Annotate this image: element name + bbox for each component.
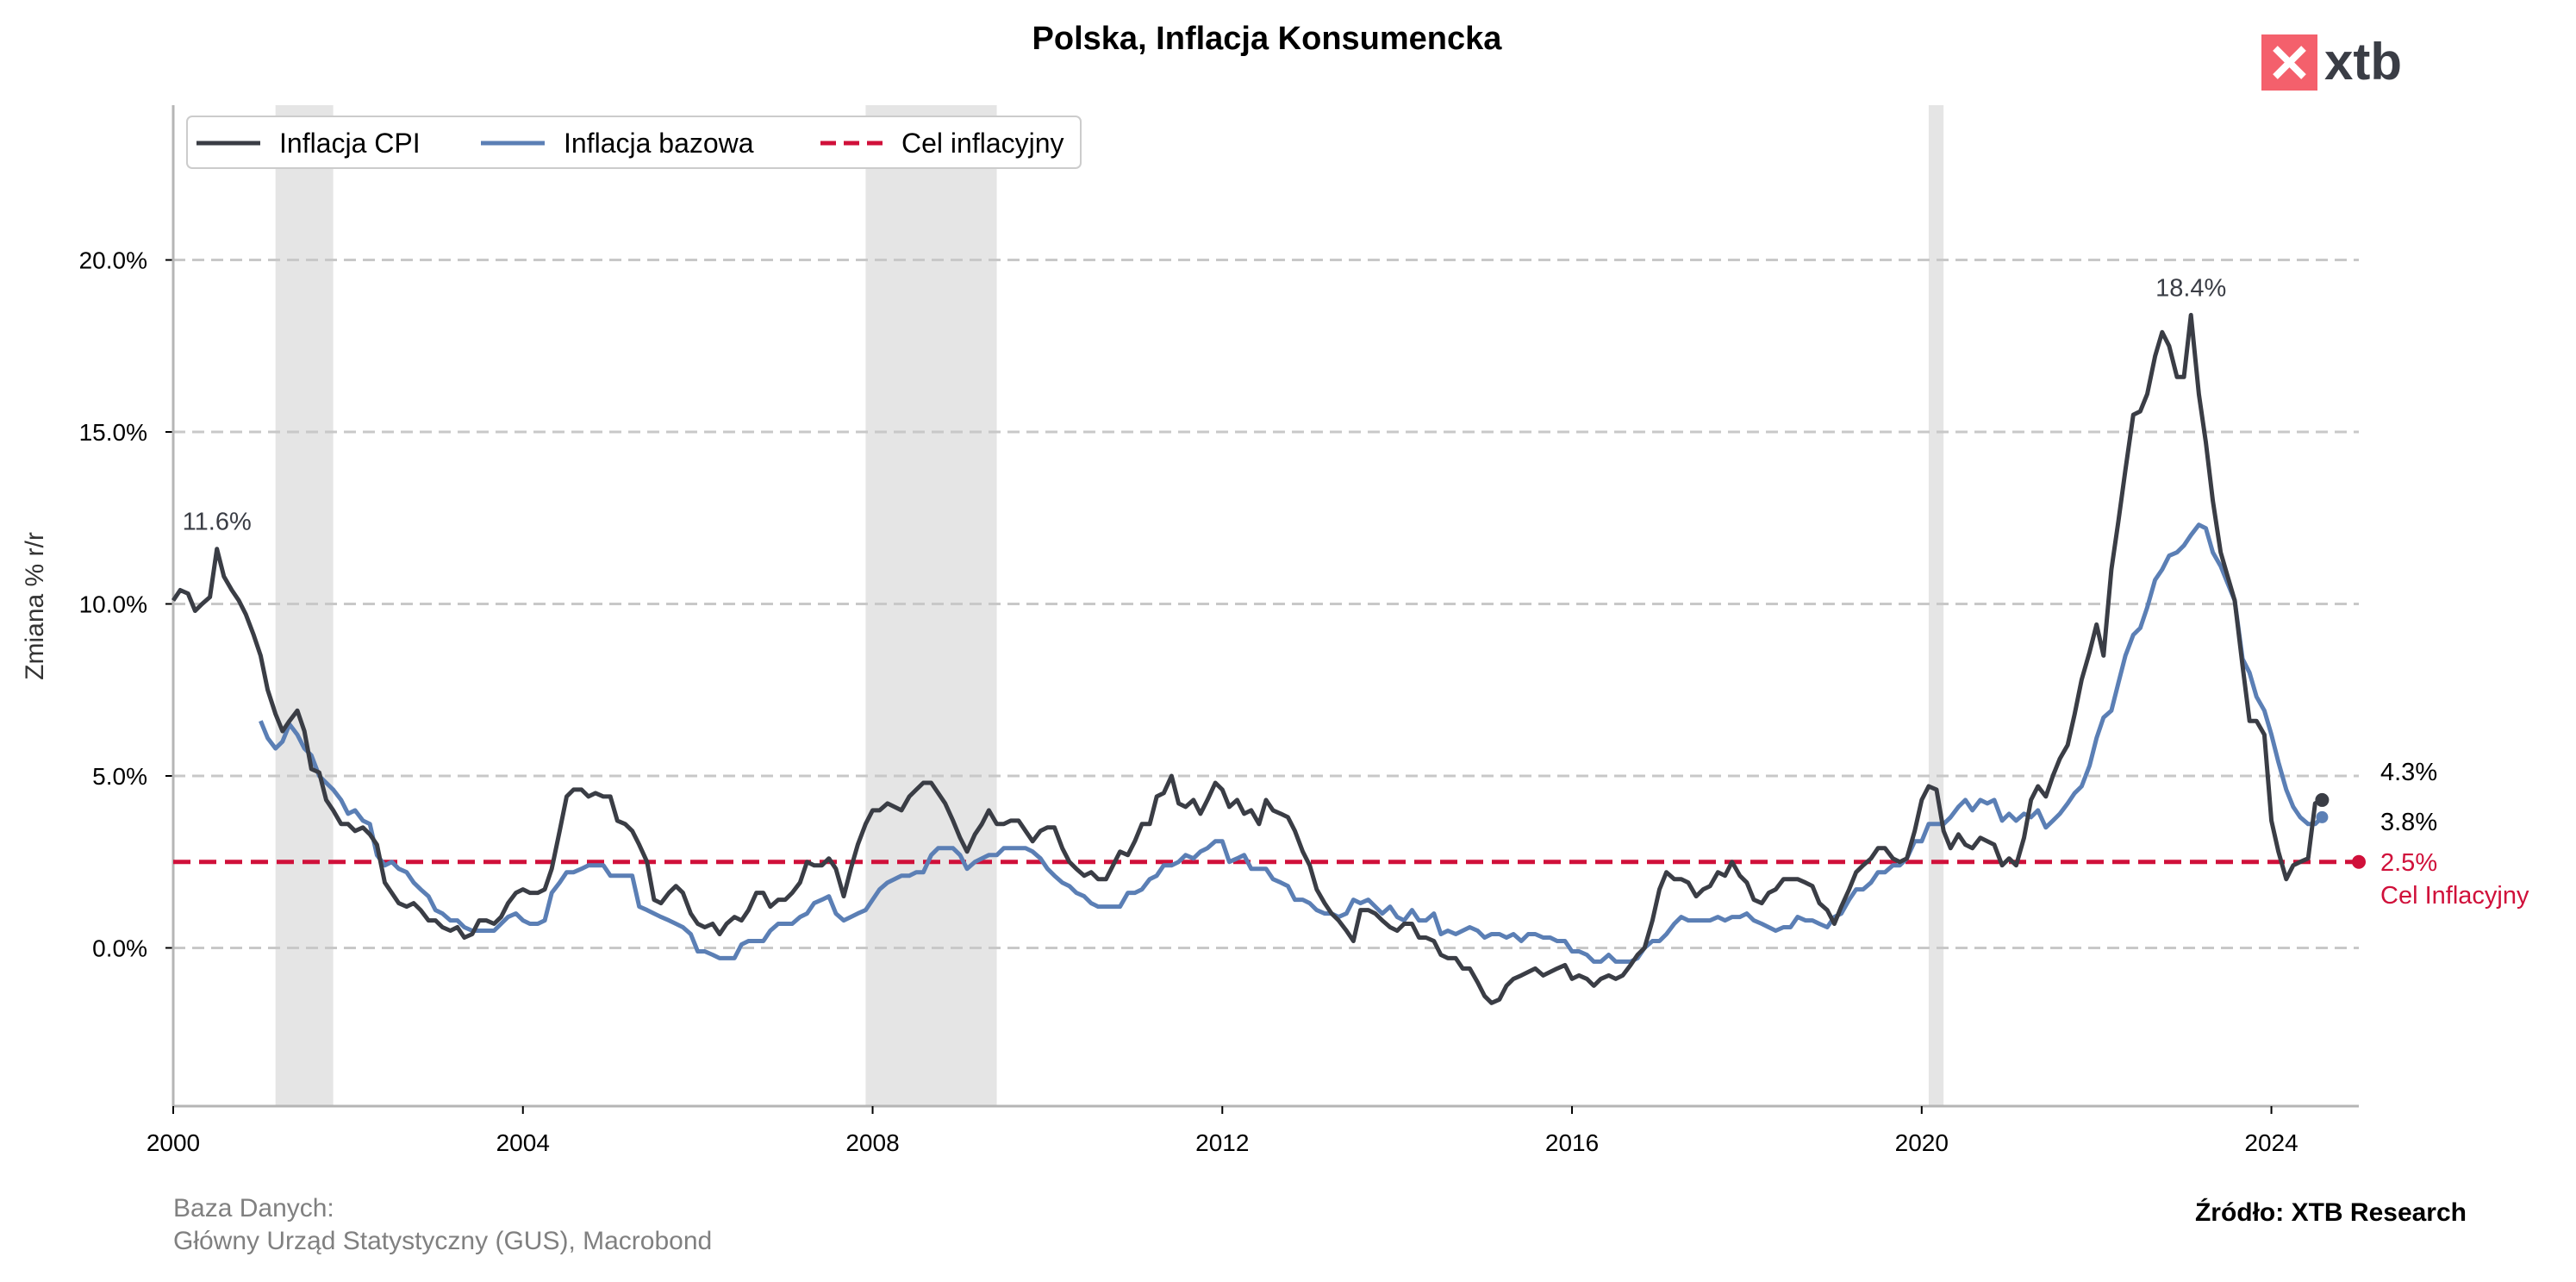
annotation-label-0: 11.6% [183,509,252,536]
legend-label-cpi: Inflacja CPI [279,128,421,159]
brand-x-icon [2273,46,2306,79]
source-text: Główny Urząd Statystyczny (GUS), Macrobo… [173,1227,712,1255]
x-tick-label: 2000 [147,1129,200,1156]
x-tick-label: 2012 [1195,1129,1249,1156]
x-tick-label: 2008 [845,1129,899,1156]
end-label-cpi: 4.3% [2380,759,2437,786]
end-labels: 4.3% 3.8% 2.5% Cel Inflacyjny [2380,759,2529,910]
credit: Źródło: XTB Research [2195,1198,2467,1227]
x-tick-label: 2016 [1545,1129,1599,1156]
target-name-label: Cel Inflacyjny [2380,882,2529,910]
y-tick-label: 20.0% [79,247,147,274]
x-tick-label: 2020 [1895,1129,1949,1156]
recession-bands [275,105,1944,1106]
y-tick-label: 10.0% [79,591,147,618]
brand-logo: xtb [2261,33,2402,91]
end-marker-cpi [2315,792,2330,807]
annotation-label-1: 18.4% [2155,274,2226,302]
y-tick-label: 5.0% [92,763,147,790]
chart-title: Polska, Inflacja Konsumencka [1032,21,1503,57]
series-line-core [259,522,2324,964]
source-title: Baza Danych: [173,1194,334,1223]
axes [165,105,2359,1114]
footer: Baza Danych: Główny Urząd Statystyczny (… [173,1194,2467,1255]
x-tick-labels: 2000 2004 2008 2012 2016 2020 2024 [147,1129,2298,1156]
recession-band-0 [275,105,334,1106]
y-tick-label: 15.0% [79,419,147,446]
brand-name: xtb [2324,33,2402,91]
grid-lines [173,259,2359,949]
legend-label-target: Cel inflacyjny [901,128,1064,159]
end-marker-core [2316,810,2329,823]
end-label-core: 3.8% [2380,809,2437,836]
y-tick-labels: 0.0% 5.0% 10.0% 15.0% 20.0% [79,247,147,962]
end-markers [2315,792,2366,869]
target-value-label: 2.5% [2380,849,2437,877]
x-tick-label: 2004 [496,1129,550,1156]
series-line-cpi [171,312,2323,1005]
legend: Inflacja CPI Inflacja bazowa Cel inflacy… [186,116,1082,169]
recession-band-2 [1928,105,1944,1106]
legend-label-core: Inflacja bazowa [564,128,754,159]
annotations: 11.6% 18.4% [183,274,2227,535]
y-axis-label: Zmiana % r/r [21,532,49,680]
recession-band-1 [865,105,997,1106]
x-tick-label: 2024 [2244,1129,2298,1156]
y-tick-label: 0.0% [92,935,147,961]
end-marker-target [2352,854,2366,869]
legend-box [186,116,1082,169]
